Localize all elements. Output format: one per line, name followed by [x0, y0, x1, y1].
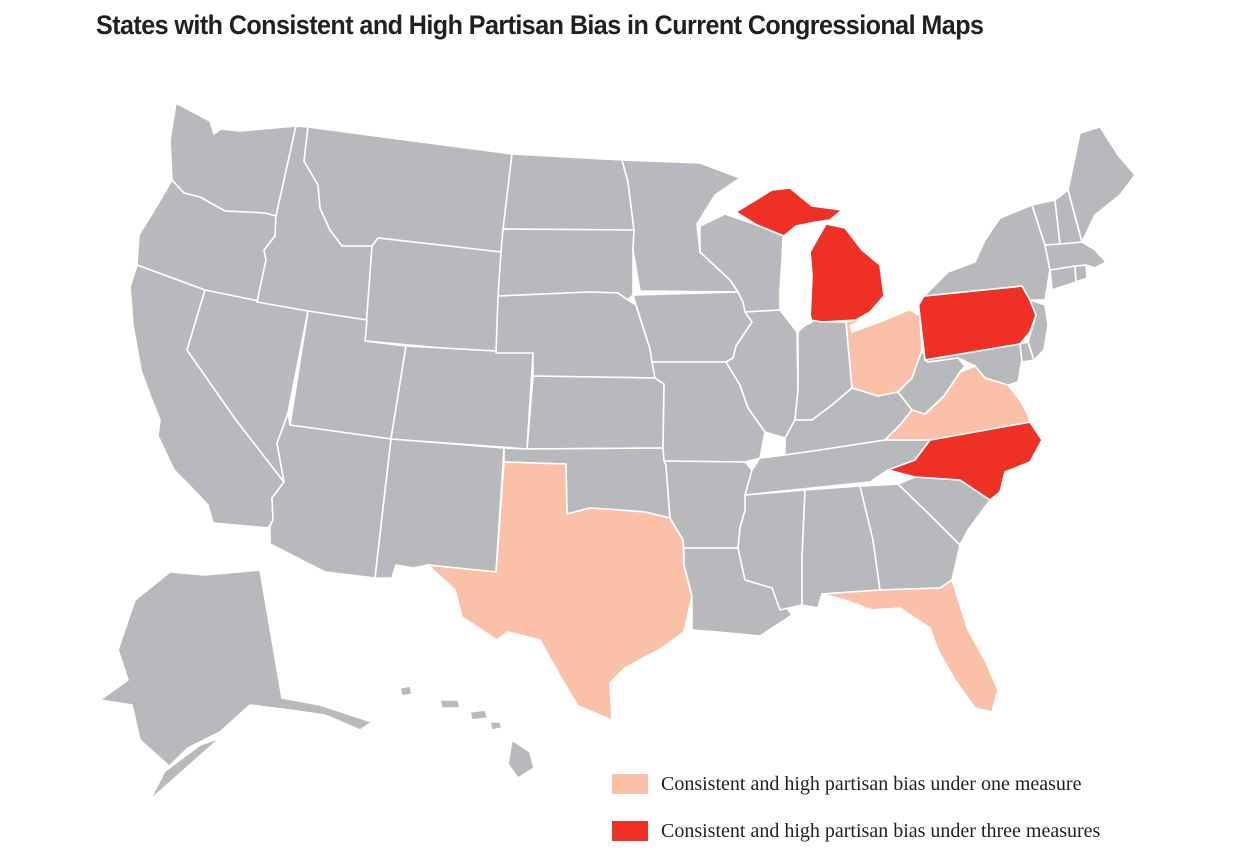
state-alaska [99, 569, 373, 801]
state-wyoming [364, 237, 502, 354]
state-texas [427, 461, 693, 721]
state-illinois [725, 309, 799, 439]
state-rhode-island [1074, 264, 1088, 283]
state-michigan [735, 187, 885, 323]
state-new-jersey [1027, 299, 1049, 361]
state-montana [303, 126, 513, 253]
state-west-virginia [897, 349, 966, 415]
state-hawaii [399, 685, 535, 779]
state-massachusetts [1044, 241, 1107, 271]
state-maine [1067, 126, 1136, 243]
state-new-mexico [374, 438, 505, 579]
legend-item-three-measures: Consistent and high partisan bias under … [612, 819, 1100, 843]
legend-label-three-measures: Consistent and high partisan bias under … [661, 819, 1101, 842]
legend-swatch-three-measures [612, 821, 648, 841]
state-arizona [269, 412, 392, 579]
legend-item-one-measure: Consistent and high partisan bias under … [612, 772, 1081, 796]
lake-erie [849, 295, 925, 333]
lake-michigan [785, 251, 813, 331]
legend-swatch-one-measure [612, 774, 648, 794]
state-florida [821, 579, 999, 713]
state-north-carolina [887, 421, 1043, 501]
state-kansas [526, 375, 665, 450]
map-title: States with Consistent and High Partisan… [96, 10, 984, 40]
state-north-dakota [502, 153, 635, 231]
state-colorado [390, 345, 534, 450]
legend-label-one-measure: Consistent and high partisan bias under … [661, 772, 1082, 795]
state-new-york [923, 204, 1051, 301]
state-south-dakota [497, 228, 635, 301]
